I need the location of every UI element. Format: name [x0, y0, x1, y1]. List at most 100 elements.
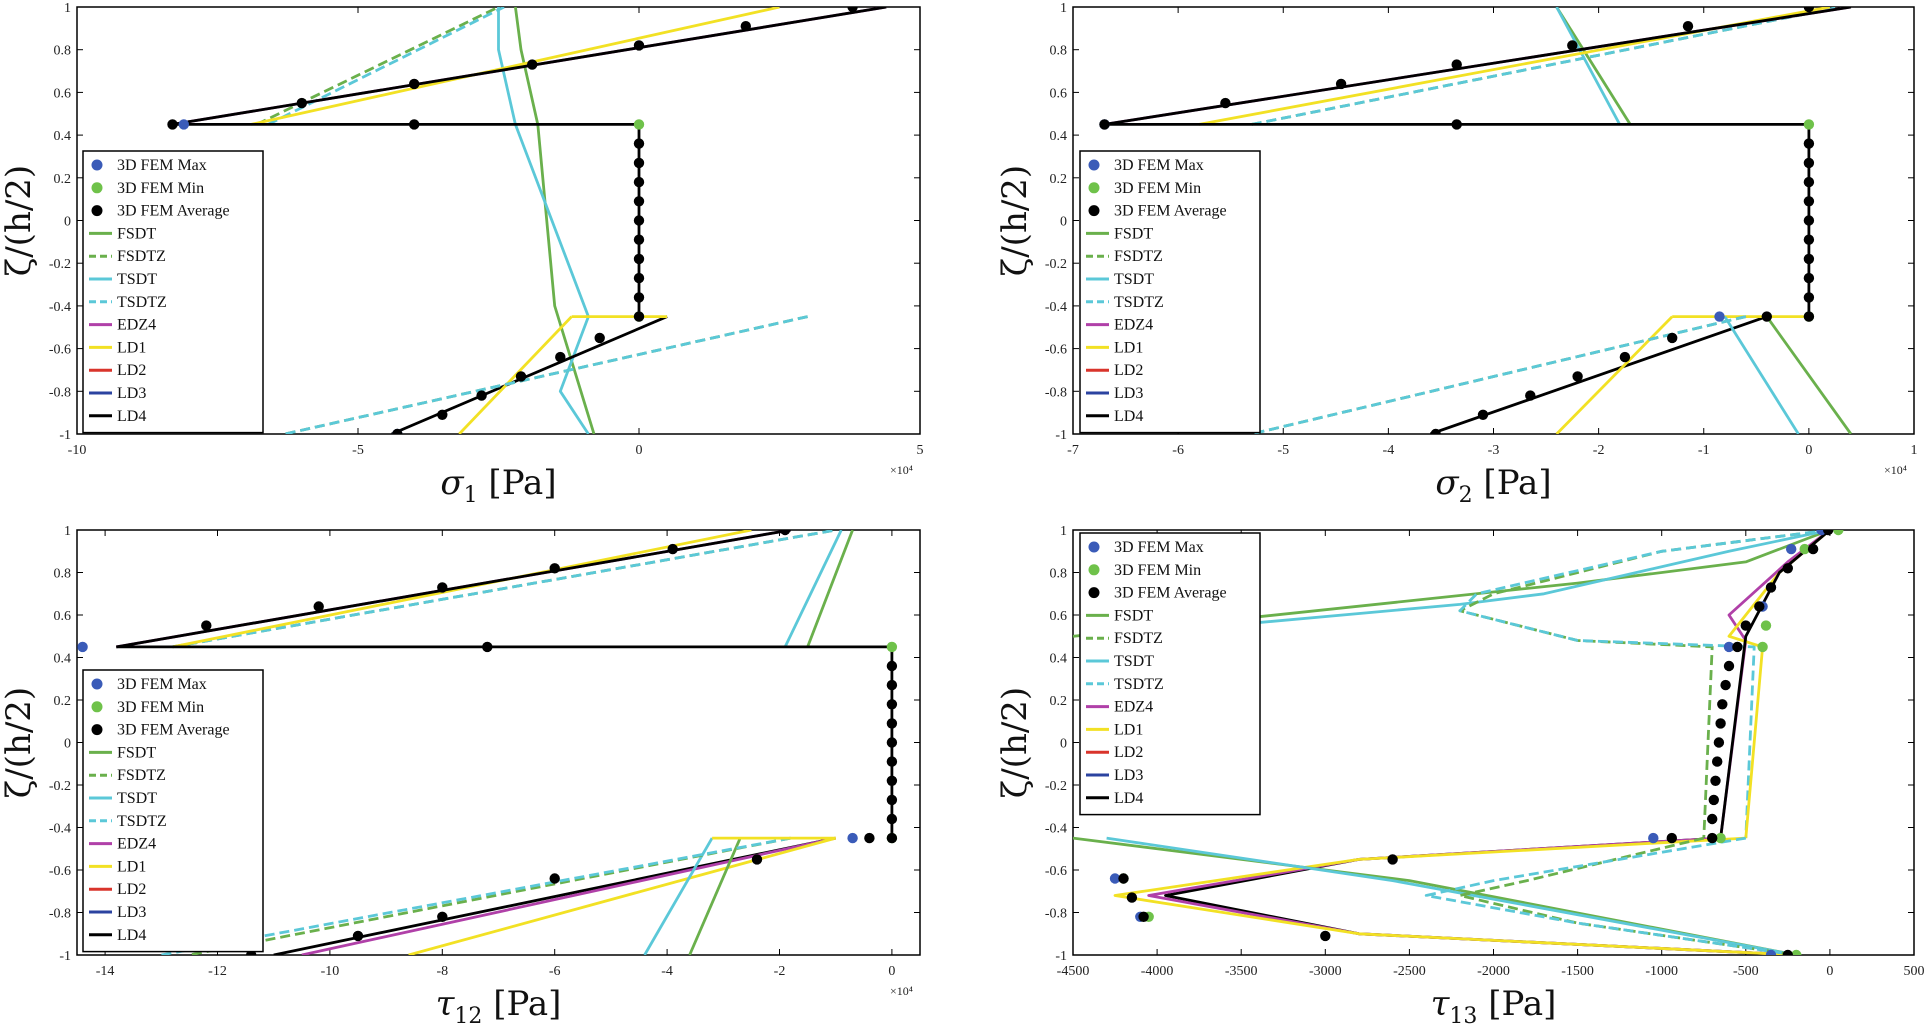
- series-line-tsdt: [497, 7, 590, 434]
- y-tick-label: -0.4: [1045, 822, 1067, 837]
- marker-fem-average: [1712, 756, 1723, 767]
- series-line-fsdt: [1555, 7, 1632, 126]
- legend-label: TSDTZ: [117, 294, 167, 311]
- marker-fem-average: [313, 601, 324, 612]
- legend-marker: [1088, 159, 1100, 171]
- legend-label: EDZ4: [117, 836, 156, 853]
- marker-fem-average: [296, 97, 307, 109]
- marker-fem-average: [886, 737, 898, 748]
- legend-marker: [91, 724, 103, 736]
- marker-fem-average: [1782, 563, 1794, 574]
- marker-fem-average: [409, 78, 420, 90]
- legend-item: LD4: [1086, 790, 1143, 807]
- y-tick-label: -0.8: [49, 907, 71, 922]
- marker-fem-min: [1791, 949, 1802, 955]
- y-tick-label: -0.4: [49, 822, 71, 837]
- legend-item: 3D FEM Min: [1088, 180, 1201, 197]
- marker-fem-average: [1782, 949, 1793, 955]
- legend-item: 3D FEM Min: [1088, 562, 1201, 579]
- legend-item: LD3: [89, 904, 146, 921]
- x-tick-label: -2500: [1393, 964, 1426, 979]
- chart-panel-4: -4500 -4000 -3500 -3000 -2500 -2000 -1500 -1000…: [995, 524, 1925, 1027]
- x-tick-label: 1: [1911, 443, 1918, 458]
- legend-item: TSDTZ: [1086, 676, 1164, 693]
- legend-item: FSDTZ: [89, 248, 166, 265]
- series-group: [1073, 530, 1844, 955]
- marker-fem-average: [1387, 854, 1398, 865]
- y-tick-label: 0.8: [1050, 567, 1068, 582]
- legend-item: 3D FEM Max: [91, 676, 207, 693]
- y-tick-label: 1: [1060, 524, 1067, 539]
- legend-label: FSDT: [1114, 607, 1153, 624]
- y-tick-label: 0: [1060, 215, 1067, 230]
- legend-box: [82, 150, 264, 434]
- y-tick-label: 0.6: [54, 609, 72, 624]
- legend-item: 3D FEM Min: [91, 699, 204, 716]
- marker-fem-average: [1707, 832, 1718, 844]
- x-tick-label: -10: [68, 443, 87, 458]
- marker-fem-average: [1803, 215, 1815, 226]
- legend-item: FSDTZ: [1086, 248, 1163, 265]
- legend-item: LD1: [89, 339, 146, 356]
- legend-box: [1079, 532, 1261, 816]
- x-tick-label: 500: [1904, 964, 1925, 979]
- marker-fem-average: [437, 911, 448, 922]
- y-tick-label: 0.4: [1050, 652, 1068, 667]
- marker-fem-average: [1720, 679, 1731, 691]
- legend-label: FSDTZ: [117, 767, 166, 784]
- marker-fem-average: [847, 7, 858, 13]
- series-line-tsdtz: [1458, 530, 1831, 839]
- y-tick-label: 0.2: [54, 172, 72, 187]
- marker-fem-average: [864, 832, 875, 844]
- marker-fem-min: [1833, 530, 1844, 536]
- legend-marker: [91, 678, 103, 690]
- series-group: [77, 530, 898, 955]
- y-tick-label: 0: [64, 215, 71, 230]
- legend-label: 3D FEM Max: [1114, 539, 1204, 556]
- marker-fem-average: [1715, 718, 1726, 729]
- marker-fem-average: [886, 756, 898, 767]
- x-tick-label: -1: [1698, 443, 1710, 458]
- series-line-tsdt: [643, 837, 714, 955]
- legend-item: 3D FEM Average: [91, 722, 230, 739]
- x-tick-label: -2: [1593, 443, 1605, 458]
- legend-label: 3D FEM Max: [1114, 157, 1204, 174]
- x-tick-label: -1000: [1645, 964, 1678, 979]
- marker-fem-average: [437, 409, 448, 420]
- marker-fem-max: [847, 832, 858, 844]
- y-tick-label: -0.6: [49, 864, 71, 879]
- legend-marker: [91, 701, 103, 713]
- y-tick-label: 0.8: [1050, 44, 1068, 59]
- legend-label: 3D FEM Average: [117, 722, 230, 739]
- marker-fem-average: [527, 59, 538, 70]
- series-line-tsdtz: [1424, 836, 1797, 955]
- y-tick-label: -0.8: [49, 385, 71, 400]
- y-axis-label: ζ/(h/2): [0, 165, 39, 276]
- legend-item: 3D FEM Max: [1088, 539, 1204, 556]
- marker-fem-average: [482, 641, 493, 653]
- marker-fem-average: [1572, 371, 1583, 382]
- marker-fem-average: [1723, 660, 1735, 672]
- legend-item: LD3: [1086, 767, 1143, 784]
- y-tick-label: 0.2: [1050, 172, 1068, 187]
- legend-marker: [1088, 205, 1100, 217]
- y-tick-label: 0: [1060, 737, 1067, 752]
- marker-fem-average: [751, 854, 763, 865]
- legend-label: 3D FEM Average: [117, 203, 230, 220]
- series-line-tsdtz: [161, 836, 791, 955]
- legend-label: FSDTZ: [117, 248, 166, 265]
- y-tick-label: -1: [1055, 428, 1067, 443]
- marker-fem-average: [1451, 119, 1462, 130]
- legend-item: LD1: [89, 858, 146, 875]
- series-line-fsdt: [806, 530, 854, 648]
- x-tick-label: -2000: [1477, 964, 1510, 979]
- legend-item: TSDTZ: [89, 813, 167, 830]
- legend-item: TSDT: [89, 790, 157, 807]
- marker-fem-average: [1803, 196, 1815, 207]
- marker-fem-average: [1803, 311, 1815, 322]
- legend-item: FSDTZ: [89, 767, 166, 784]
- series-line-fsdt: [1765, 315, 1853, 434]
- marker-fem-average: [633, 311, 645, 322]
- series-line-tsdt: [783, 530, 843, 648]
